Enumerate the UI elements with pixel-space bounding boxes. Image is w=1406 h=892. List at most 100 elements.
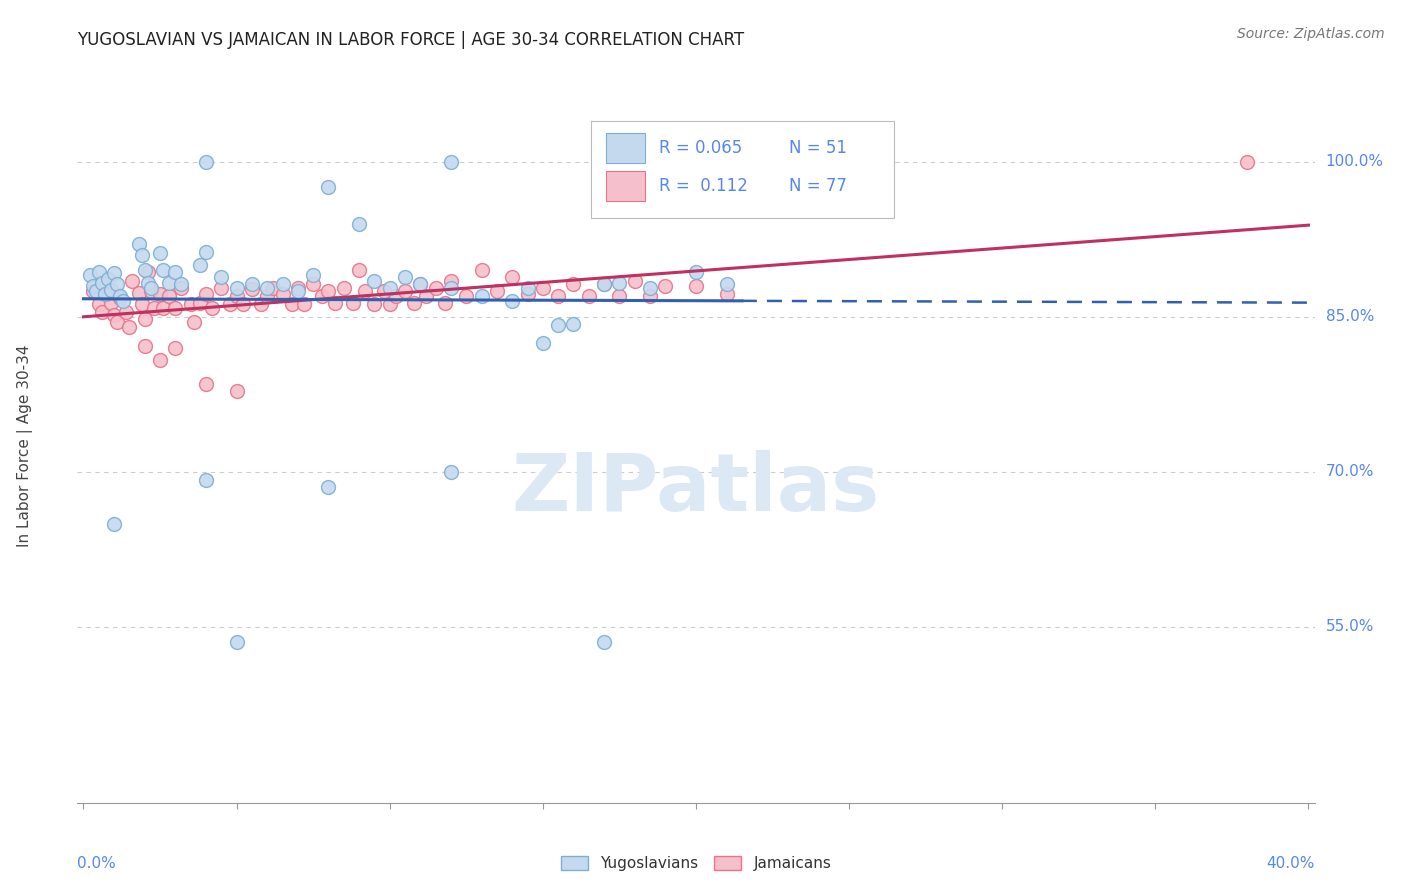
Point: [82, 278, 104, 293]
Point: [456, 289, 478, 303]
Point: [170, 277, 193, 291]
Point: [409, 277, 432, 291]
Text: In Labor Force | Age 30-34: In Labor Force | Age 30-34: [17, 344, 34, 548]
Text: R =  0.112: R = 0.112: [659, 177, 748, 194]
Point: [578, 289, 600, 303]
Point: [262, 281, 284, 295]
Point: [131, 297, 153, 311]
Point: [188, 296, 211, 310]
Point: [363, 273, 385, 287]
Point: [183, 315, 205, 329]
Point: [134, 339, 156, 353]
Point: [149, 287, 172, 301]
Point: [440, 281, 463, 295]
Point: [440, 273, 463, 287]
Point: [394, 284, 416, 298]
Point: [363, 297, 385, 311]
Point: [201, 301, 224, 316]
Text: 100.0%: 100.0%: [1326, 154, 1384, 169]
Point: [209, 281, 232, 295]
Point: [654, 278, 676, 293]
Point: [139, 281, 162, 295]
Point: [165, 301, 187, 316]
Point: [108, 291, 131, 305]
Point: [638, 289, 661, 303]
Point: [256, 289, 278, 303]
Point: [354, 284, 377, 298]
Text: 85.0%: 85.0%: [1326, 310, 1374, 324]
Point: [547, 318, 569, 332]
Point: [90, 304, 112, 318]
Point: [323, 296, 346, 310]
Point: [128, 237, 150, 252]
Point: [194, 244, 217, 259]
Point: [716, 287, 738, 301]
Point: [79, 268, 101, 283]
Point: [149, 245, 172, 260]
Point: [415, 289, 437, 303]
Text: ZIPatlas: ZIPatlas: [512, 450, 880, 528]
Text: 0.0%: 0.0%: [77, 856, 117, 871]
Point: [685, 265, 707, 279]
Point: [128, 285, 150, 300]
Point: [165, 341, 187, 355]
Point: [425, 281, 447, 295]
Point: [209, 270, 232, 285]
Point: [194, 376, 217, 391]
Point: [118, 320, 141, 334]
Point: [342, 296, 364, 310]
Point: [302, 277, 325, 291]
Point: [165, 265, 187, 279]
Point: [97, 287, 120, 301]
Point: [623, 273, 645, 287]
Point: [103, 516, 125, 531]
Point: [240, 282, 263, 296]
Point: [593, 277, 616, 291]
Point: [318, 284, 340, 298]
Point: [134, 263, 156, 277]
FancyBboxPatch shape: [591, 121, 894, 218]
Point: [157, 289, 180, 303]
Point: [225, 384, 247, 399]
Point: [547, 289, 569, 303]
Point: [685, 278, 707, 293]
Text: N = 51: N = 51: [789, 139, 846, 157]
Point: [404, 296, 426, 310]
Legend: Yugoslavians, Jamaicans: Yugoslavians, Jamaicans: [554, 849, 838, 877]
Point: [271, 277, 294, 291]
Text: R = 0.065: R = 0.065: [659, 139, 742, 157]
Point: [256, 281, 278, 295]
Point: [501, 270, 523, 285]
Point: [100, 283, 122, 297]
Point: [139, 284, 162, 298]
Point: [100, 296, 122, 310]
Point: [188, 258, 211, 272]
Point: [516, 281, 538, 295]
Point: [142, 301, 165, 316]
Point: [134, 311, 156, 326]
Point: [271, 287, 294, 301]
Point: [409, 277, 432, 291]
Point: [373, 284, 395, 298]
Point: [136, 276, 159, 290]
Point: [385, 289, 408, 303]
Text: N = 77: N = 77: [789, 177, 846, 194]
Point: [378, 281, 401, 295]
Point: [394, 270, 416, 285]
Point: [152, 301, 174, 316]
Point: [731, 187, 754, 202]
Point: [219, 297, 242, 311]
Point: [94, 287, 117, 301]
Point: [225, 635, 247, 649]
Point: [136, 265, 159, 279]
Point: [471, 263, 494, 277]
Point: [194, 473, 217, 487]
Point: [1236, 154, 1258, 169]
Point: [593, 277, 616, 291]
Point: [292, 297, 315, 311]
Point: [108, 289, 131, 303]
Text: Source: ZipAtlas.com: Source: ZipAtlas.com: [1237, 27, 1385, 41]
Point: [250, 297, 273, 311]
Point: [103, 308, 125, 322]
Point: [225, 289, 247, 303]
